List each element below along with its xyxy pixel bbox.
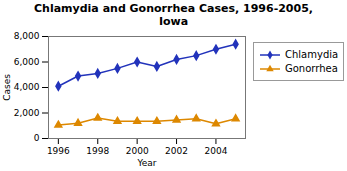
svg-text:2002: 2002 bbox=[165, 146, 188, 156]
html-text:Chlamydia: Chlamydia bbox=[285, 49, 339, 61]
html-text:Chlamydia and Gonorrhea Cases,: Chlamydia and Gonorrhea Cases, 1996-2005… bbox=[34, 2, 313, 29]
svg-text:0: 0 bbox=[34, 134, 40, 144]
svg-text:2000: 2000 bbox=[126, 146, 149, 156]
svg-text:8,000: 8,000 bbox=[14, 32, 40, 42]
svg-text:2004: 2004 bbox=[204, 146, 227, 156]
svg-text:4,000: 4,000 bbox=[14, 83, 40, 93]
svg-text:6,000: 6,000 bbox=[14, 57, 40, 67]
svg-text:Cases: Cases bbox=[2, 74, 12, 101]
svg-text:1996: 1996 bbox=[47, 146, 70, 156]
svg-text:1998: 1998 bbox=[86, 146, 109, 156]
html-text:Gonorrhea: Gonorrhea bbox=[285, 63, 338, 75]
svg-text:2,000: 2,000 bbox=[14, 108, 40, 118]
svg-text:Year: Year bbox=[136, 158, 156, 168]
